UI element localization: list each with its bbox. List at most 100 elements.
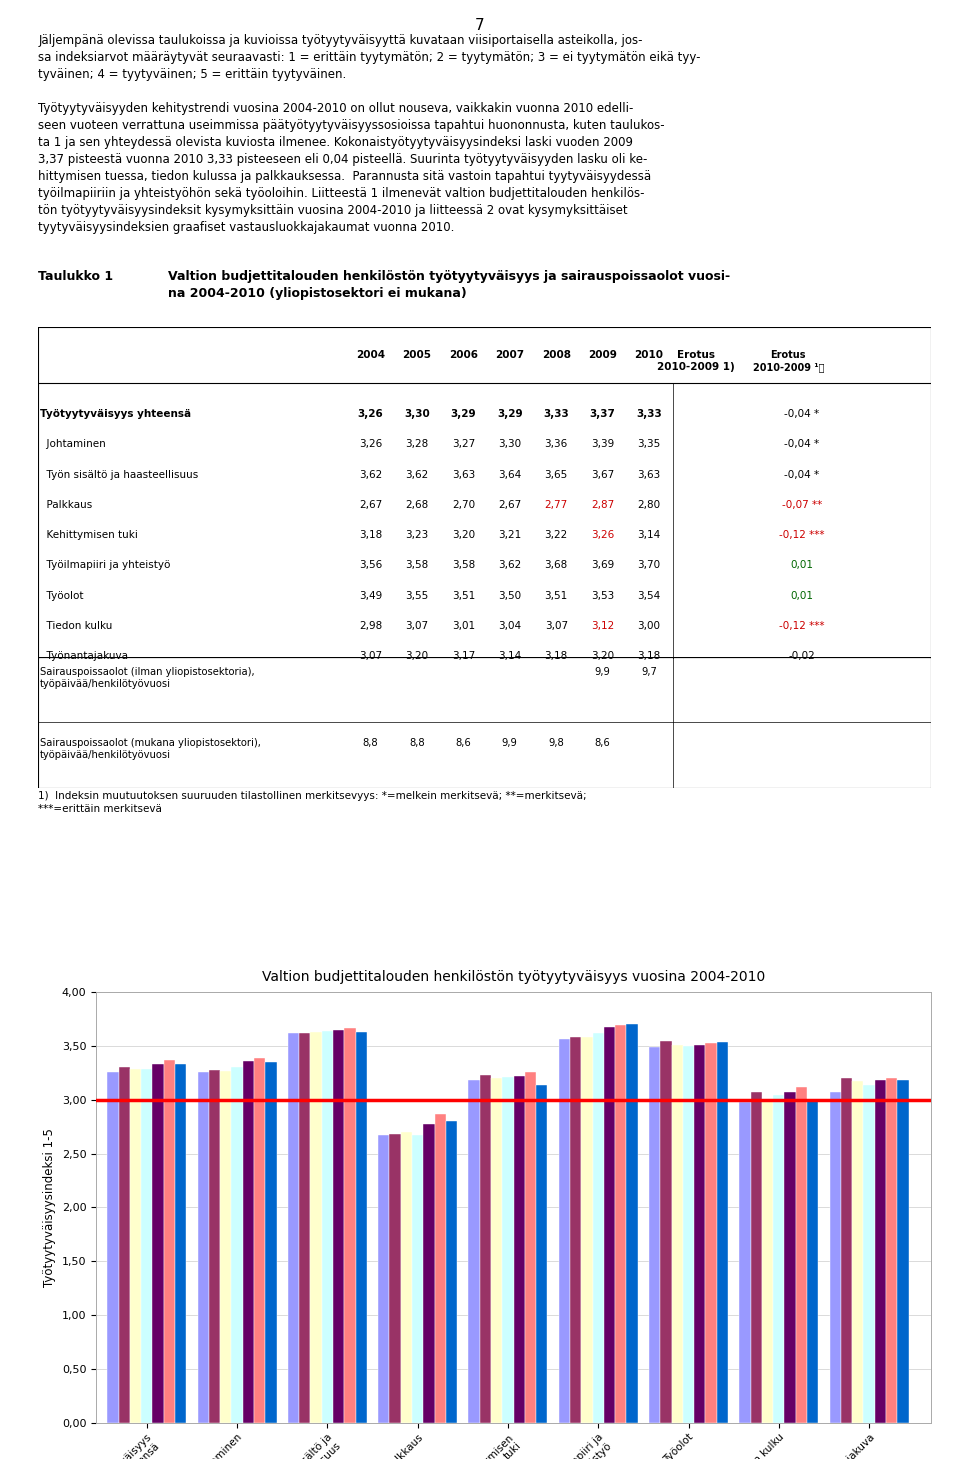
Text: Työtyytyväisyys yhteensä: Työtyytyväisyys yhteensä (40, 409, 191, 419)
Bar (209, 1069, 220, 1423)
Text: Jäljempänä olevissa taulukoissa ja kuvioissa työtyytyväisyyttä kuvataan viisipor: Jäljempänä olevissa taulukoissa ja kuvio… (38, 34, 701, 233)
Bar (841, 1078, 852, 1423)
Text: 2010: 2010 (635, 350, 663, 360)
Text: Valtion budjettitalouden henkilöstön työtyytyväisyys ja sairauspoissaolot vuosi-: Valtion budjettitalouden henkilöstön työ… (168, 270, 731, 301)
Bar (582, 1037, 592, 1423)
Bar (220, 1071, 231, 1423)
Bar (231, 1068, 243, 1423)
Text: 2,80: 2,80 (637, 500, 660, 509)
Text: 3,62: 3,62 (498, 560, 521, 570)
Text: 2009: 2009 (588, 350, 617, 360)
Text: 3,26: 3,26 (359, 439, 382, 449)
Bar (355, 1032, 367, 1423)
Bar (333, 1030, 345, 1423)
Bar (130, 1068, 141, 1423)
Text: 3,64: 3,64 (498, 470, 521, 480)
Bar (807, 1100, 818, 1423)
Text: 3,69: 3,69 (591, 560, 614, 570)
Bar (559, 1039, 570, 1423)
Text: 3,20: 3,20 (591, 651, 614, 661)
Bar (198, 1072, 209, 1423)
Bar (400, 1132, 412, 1423)
Bar (243, 1061, 254, 1423)
Text: 3,67: 3,67 (591, 470, 614, 480)
Text: 3,55: 3,55 (405, 591, 428, 601)
Text: 8,8: 8,8 (409, 738, 424, 748)
Text: 2006: 2006 (449, 350, 478, 360)
Bar (863, 1084, 875, 1423)
Text: 3,18: 3,18 (359, 530, 382, 540)
Text: 3,33: 3,33 (543, 409, 569, 419)
Text: Työn sisältö ja haasteellisuus: Työn sisältö ja haasteellisuus (40, 470, 199, 480)
Text: -0,12 ***: -0,12 *** (779, 622, 825, 630)
Text: 3,63: 3,63 (637, 470, 660, 480)
Bar (570, 1037, 582, 1423)
Text: 3,26: 3,26 (358, 409, 383, 419)
Bar (322, 1032, 333, 1423)
Text: 3,26: 3,26 (591, 530, 614, 540)
Text: 2005: 2005 (402, 350, 431, 360)
Bar (660, 1040, 672, 1423)
Text: 3,65: 3,65 (544, 470, 568, 480)
Bar (649, 1048, 660, 1423)
Bar (412, 1135, 423, 1423)
Text: 2007: 2007 (495, 350, 524, 360)
Text: 3,53: 3,53 (591, 591, 614, 601)
Text: 3,56: 3,56 (359, 560, 382, 570)
Text: 2,87: 2,87 (591, 500, 614, 509)
Text: 8,8: 8,8 (363, 738, 378, 748)
Text: Tiedon kulku: Tiedon kulku (40, 622, 112, 630)
Bar (345, 1027, 355, 1423)
Bar (502, 1077, 514, 1423)
Text: 3,51: 3,51 (544, 591, 568, 601)
Text: 3,49: 3,49 (359, 591, 382, 601)
Bar (796, 1087, 807, 1423)
Bar (141, 1068, 153, 1423)
Bar (615, 1026, 627, 1423)
Text: 3,68: 3,68 (544, 560, 568, 570)
Text: Työolot: Työolot (40, 591, 84, 601)
Bar (627, 1024, 637, 1423)
Title: Valtion budjettitalouden henkilöstön työtyytyväisyys vuosina 2004-2010: Valtion budjettitalouden henkilöstön työ… (262, 970, 765, 983)
Text: 2008: 2008 (541, 350, 571, 360)
Bar (773, 1096, 784, 1423)
Text: 3,01: 3,01 (452, 622, 475, 630)
Bar (108, 1072, 119, 1423)
Text: 3,33: 3,33 (636, 409, 662, 419)
Bar (514, 1077, 525, 1423)
Text: -0,04 *: -0,04 * (784, 409, 819, 419)
Bar (717, 1042, 728, 1423)
Text: 3,63: 3,63 (452, 470, 475, 480)
Text: 3,00: 3,00 (637, 622, 660, 630)
Bar (683, 1046, 694, 1423)
Bar (604, 1027, 615, 1423)
Text: 3,18: 3,18 (637, 651, 660, 661)
Text: 3,50: 3,50 (498, 591, 521, 601)
Text: 0,01: 0,01 (790, 591, 813, 601)
Text: 3,36: 3,36 (544, 439, 568, 449)
Text: 3,21: 3,21 (498, 530, 521, 540)
Text: 2,68: 2,68 (405, 500, 428, 509)
Text: Sairauspoissaolot (ilman yliopistosektoria),
työpäivää/henkilötyövuosi: Sairauspoissaolot (ilman yliopistosektor… (40, 667, 254, 690)
Text: -0,04 *: -0,04 * (784, 470, 819, 480)
Text: 3,58: 3,58 (405, 560, 428, 570)
Text: 3,62: 3,62 (359, 470, 382, 480)
Bar (390, 1134, 400, 1423)
Bar (829, 1093, 841, 1423)
Text: 3,07: 3,07 (359, 651, 382, 661)
Text: 8,6: 8,6 (595, 738, 611, 748)
Bar (751, 1093, 762, 1423)
Bar (435, 1113, 445, 1423)
Text: -0,04 *: -0,04 * (784, 439, 819, 449)
Text: Erotus
2010-2009 1): Erotus 2010-2009 1) (657, 350, 734, 372)
Text: 3,29: 3,29 (450, 409, 476, 419)
Text: 3,07: 3,07 (544, 622, 567, 630)
Bar (423, 1125, 435, 1423)
Text: 3,30: 3,30 (498, 439, 521, 449)
Text: 3,39: 3,39 (591, 439, 614, 449)
Text: 2,98: 2,98 (359, 622, 382, 630)
Text: -0,07 **: -0,07 ** (781, 500, 822, 509)
Text: 3,18: 3,18 (544, 651, 568, 661)
Text: 3,54: 3,54 (637, 591, 660, 601)
Text: -0,02: -0,02 (788, 651, 815, 661)
